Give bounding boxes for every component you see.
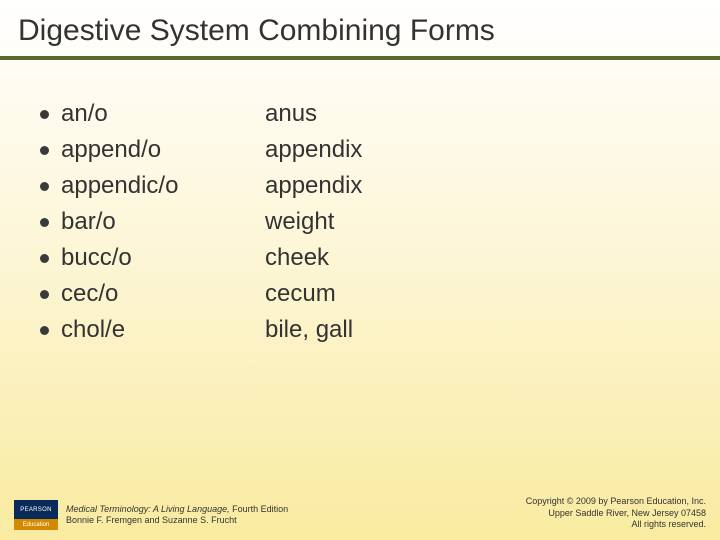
bullet-icon bbox=[40, 182, 49, 191]
term-meaning: appendix bbox=[265, 136, 362, 164]
bullet-icon bbox=[40, 146, 49, 155]
logo-brand: PEARSON bbox=[14, 500, 58, 519]
combining-form: cec/o bbox=[61, 280, 118, 308]
list-item: appendic/o bbox=[40, 168, 265, 204]
book-edition: Fourth Edition bbox=[232, 504, 288, 514]
combining-form: bucc/o bbox=[61, 244, 132, 272]
logo-subbrand: Education bbox=[14, 519, 58, 530]
copyright: Copyright © 2009 by Pearson Education, I… bbox=[526, 496, 706, 530]
bullet-icon bbox=[40, 290, 49, 299]
list-item: appendix bbox=[265, 168, 525, 204]
footer-left: PEARSON Education Medical Terminology: A… bbox=[14, 500, 288, 530]
list-item: chol/e bbox=[40, 312, 265, 348]
book-authors: Bonnie F. Fremgen and Suzanne S. Frucht bbox=[66, 515, 288, 526]
list-item: an/o bbox=[40, 96, 265, 132]
term-meaning: cheek bbox=[265, 244, 329, 272]
combining-form: chol/e bbox=[61, 316, 125, 344]
combining-form: appendic/o bbox=[61, 172, 178, 200]
slide-title: Digestive System Combining Forms bbox=[18, 14, 720, 48]
book-title-line: Medical Terminology: A Living Language, … bbox=[66, 504, 288, 515]
copyright-line: All rights reserved. bbox=[526, 519, 706, 530]
pearson-logo: PEARSON Education bbox=[14, 500, 58, 530]
term-meaning: weight bbox=[265, 208, 334, 236]
book-info: Medical Terminology: A Living Language, … bbox=[66, 504, 288, 527]
list-item: anus bbox=[265, 96, 525, 132]
list-item: cec/o bbox=[40, 276, 265, 312]
term-meaning: cecum bbox=[265, 280, 336, 308]
list-item: cheek bbox=[265, 240, 525, 276]
title-bar: Digestive System Combining Forms bbox=[0, 0, 720, 56]
list-item: appendix bbox=[265, 132, 525, 168]
bullet-icon bbox=[40, 110, 49, 119]
term-meaning: bile, gall bbox=[265, 316, 353, 344]
list-item: bile, gall bbox=[265, 312, 525, 348]
terms-column: an/o append/o appendic/o bar/o bucc/o ce… bbox=[40, 96, 265, 348]
combining-form: an/o bbox=[61, 100, 108, 128]
combining-form: bar/o bbox=[61, 208, 116, 236]
meanings-column: anus appendix appendix weight cheek cecu… bbox=[265, 96, 525, 348]
bullet-icon bbox=[40, 254, 49, 263]
term-meaning: anus bbox=[265, 100, 317, 128]
term-meaning: appendix bbox=[265, 172, 362, 200]
copyright-line: Copyright © 2009 by Pearson Education, I… bbox=[526, 496, 706, 507]
list-item: append/o bbox=[40, 132, 265, 168]
list-item: weight bbox=[265, 204, 525, 240]
copyright-line: Upper Saddle River, New Jersey 07458 bbox=[526, 508, 706, 519]
list-item: bucc/o bbox=[40, 240, 265, 276]
book-title: Medical Terminology: A Living Language, bbox=[66, 504, 232, 514]
list-item: bar/o bbox=[40, 204, 265, 240]
bullet-icon bbox=[40, 326, 49, 335]
combining-form: append/o bbox=[61, 136, 161, 164]
list-item: cecum bbox=[265, 276, 525, 312]
content-area: an/o append/o appendic/o bar/o bucc/o ce… bbox=[0, 60, 720, 348]
footer: PEARSON Education Medical Terminology: A… bbox=[0, 496, 720, 530]
bullet-icon bbox=[40, 218, 49, 227]
